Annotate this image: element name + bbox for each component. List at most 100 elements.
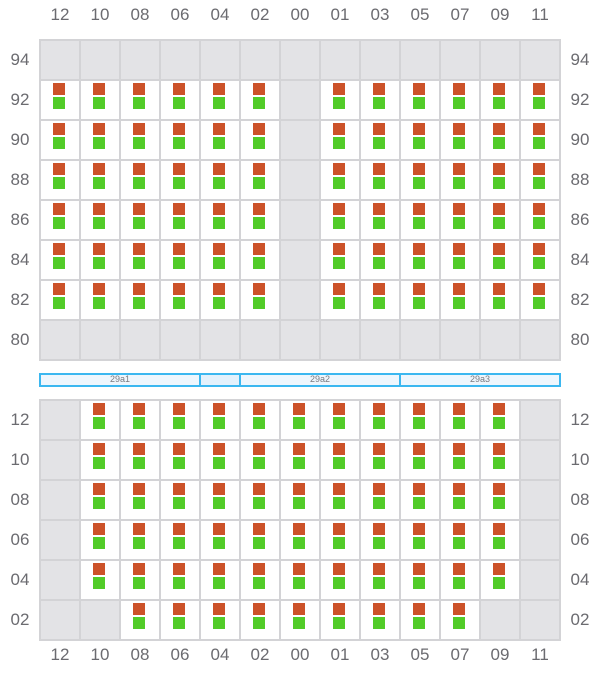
slot-cell[interactable] [201, 121, 241, 161]
slot-cell[interactable] [361, 601, 401, 641]
slot-cell[interactable] [201, 521, 241, 561]
slot-cell[interactable] [201, 281, 241, 321]
slot-cell[interactable] [401, 281, 441, 321]
slot-cell[interactable] [441, 161, 481, 201]
slot-cell[interactable] [81, 121, 121, 161]
slot-cell[interactable] [241, 401, 281, 441]
slot-cell[interactable] [521, 121, 561, 161]
slot-cell[interactable] [361, 201, 401, 241]
slot-cell[interactable] [441, 561, 481, 601]
slot-cell[interactable] [481, 121, 521, 161]
slot-cell[interactable] [321, 561, 361, 601]
slot-cell[interactable] [481, 481, 521, 521]
slot-cell[interactable] [281, 521, 321, 561]
slot-cell[interactable] [441, 441, 481, 481]
slot-cell[interactable] [161, 441, 201, 481]
slot-cell[interactable] [321, 601, 361, 641]
slot-cell[interactable] [441, 521, 481, 561]
slot-cell[interactable] [161, 401, 201, 441]
slot-cell[interactable] [481, 81, 521, 121]
slot-cell[interactable] [41, 81, 81, 121]
zone-29a1[interactable]: 29a1 [39, 373, 201, 387]
slot-cell[interactable] [441, 241, 481, 281]
slot-cell[interactable] [121, 201, 161, 241]
slot-cell[interactable] [401, 161, 441, 201]
slot-cell[interactable] [201, 241, 241, 281]
slot-cell[interactable] [241, 201, 281, 241]
slot-cell[interactable] [521, 161, 561, 201]
slot-cell[interactable] [361, 441, 401, 481]
slot-cell[interactable] [321, 481, 361, 521]
slot-cell[interactable] [121, 161, 161, 201]
slot-cell[interactable] [161, 121, 201, 161]
slot-cell[interactable] [201, 481, 241, 521]
slot-cell[interactable] [241, 521, 281, 561]
slot-cell[interactable] [201, 561, 241, 601]
slot-cell[interactable] [521, 201, 561, 241]
slot-cell[interactable] [201, 441, 241, 481]
slot-cell[interactable] [81, 561, 121, 601]
slot-cell[interactable] [161, 281, 201, 321]
slot-cell[interactable] [281, 561, 321, 601]
slot-cell[interactable] [121, 241, 161, 281]
slot-cell[interactable] [481, 201, 521, 241]
slot-cell[interactable] [121, 601, 161, 641]
slot-cell[interactable] [81, 481, 121, 521]
slot-cell[interactable] [441, 121, 481, 161]
slot-cell[interactable] [41, 201, 81, 241]
slot-cell[interactable] [241, 81, 281, 121]
slot-cell[interactable] [81, 401, 121, 441]
slot-cell[interactable] [361, 121, 401, 161]
slot-cell[interactable] [481, 561, 521, 601]
slot-cell[interactable] [441, 201, 481, 241]
slot-cell[interactable] [81, 521, 121, 561]
slot-cell[interactable] [321, 241, 361, 281]
slot-cell[interactable] [201, 401, 241, 441]
slot-cell[interactable] [281, 441, 321, 481]
slot-cell[interactable] [361, 161, 401, 201]
slot-cell[interactable] [361, 241, 401, 281]
slot-cell[interactable] [521, 241, 561, 281]
slot-cell[interactable] [481, 241, 521, 281]
slot-cell[interactable] [121, 521, 161, 561]
slot-cell[interactable] [161, 561, 201, 601]
slot-cell[interactable] [481, 281, 521, 321]
slot-cell[interactable] [521, 281, 561, 321]
slot-cell[interactable] [401, 521, 441, 561]
slot-cell[interactable] [481, 401, 521, 441]
slot-cell[interactable] [321, 441, 361, 481]
slot-cell[interactable] [321, 401, 361, 441]
slot-cell[interactable] [481, 161, 521, 201]
slot-cell[interactable] [321, 121, 361, 161]
slot-cell[interactable] [241, 161, 281, 201]
slot-cell[interactable] [401, 441, 441, 481]
slot-cell[interactable] [321, 161, 361, 201]
zone-gap[interactable] [199, 373, 241, 387]
slot-cell[interactable] [481, 441, 521, 481]
slot-cell[interactable] [161, 81, 201, 121]
slot-cell[interactable] [161, 481, 201, 521]
slot-cell[interactable] [281, 481, 321, 521]
slot-cell[interactable] [201, 601, 241, 641]
slot-cell[interactable] [241, 561, 281, 601]
slot-cell[interactable] [401, 481, 441, 521]
slot-cell[interactable] [201, 81, 241, 121]
slot-cell[interactable] [161, 601, 201, 641]
slot-cell[interactable] [281, 401, 321, 441]
slot-cell[interactable] [121, 441, 161, 481]
slot-cell[interactable] [521, 81, 561, 121]
slot-cell[interactable] [121, 81, 161, 121]
slot-cell[interactable] [121, 481, 161, 521]
slot-cell[interactable] [121, 121, 161, 161]
slot-cell[interactable] [321, 81, 361, 121]
slot-cell[interactable] [241, 601, 281, 641]
slot-cell[interactable] [241, 441, 281, 481]
slot-cell[interactable] [401, 601, 441, 641]
slot-cell[interactable] [241, 121, 281, 161]
slot-cell[interactable] [41, 281, 81, 321]
slot-cell[interactable] [241, 281, 281, 321]
slot-cell[interactable] [401, 241, 441, 281]
slot-cell[interactable] [161, 521, 201, 561]
slot-cell[interactable] [281, 601, 321, 641]
slot-cell[interactable] [201, 161, 241, 201]
